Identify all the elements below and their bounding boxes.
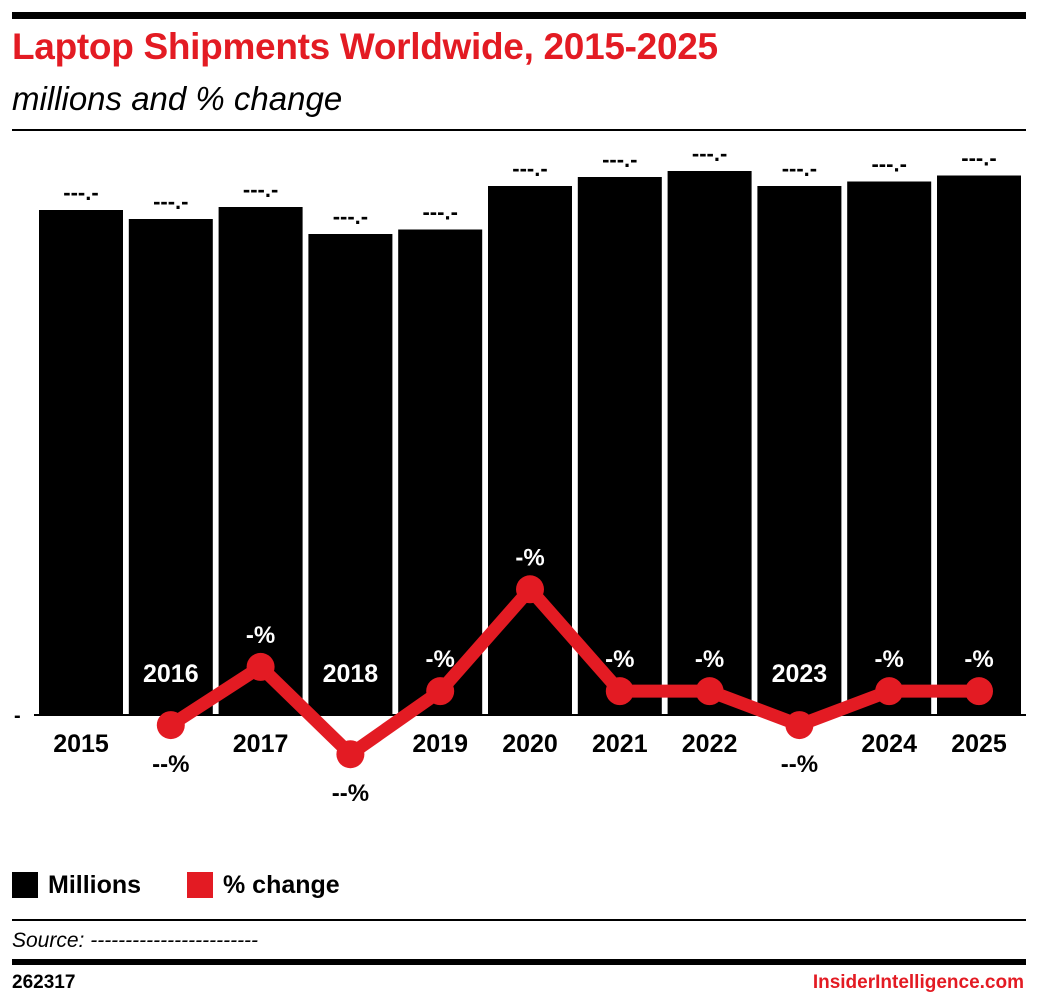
percent-change-label-2023: --% bbox=[781, 751, 818, 778]
bar-2016 bbox=[128, 219, 213, 714]
bar-2020 bbox=[488, 186, 572, 714]
legend-swatch-percent-change bbox=[187, 872, 213, 898]
bar-2019 bbox=[398, 229, 483, 714]
x-axis-label-2024: 2024 bbox=[861, 730, 917, 758]
bars-layer bbox=[39, 171, 1021, 714]
axis-layer: - 2015 2016 2017 2018 2019 2020 2021 2022 2023 202… bbox=[14, 660, 1026, 758]
percent-change-line bbox=[164, 582, 986, 761]
bar-2022 bbox=[667, 171, 752, 714]
bar-2021 bbox=[577, 177, 662, 714]
bar-value-label-2022: ---.- bbox=[692, 141, 727, 166]
percent-change-label-2016: --% bbox=[152, 751, 189, 778]
bar-2023 bbox=[757, 186, 842, 714]
percent-change-point-2016 bbox=[156, 711, 185, 740]
bar-2025 bbox=[937, 175, 1021, 714]
brand-link[interactable]: InsiderIntelligence.com bbox=[812, 972, 1024, 993]
x-axis-label-2019: 2019 bbox=[412, 730, 468, 758]
percent-change-point-2024 bbox=[875, 677, 904, 706]
percent-change-label-2019: -% bbox=[426, 646, 455, 673]
percent-change-point-2021 bbox=[605, 677, 634, 706]
percent-change-label-2020: -% bbox=[515, 544, 544, 571]
percent-change-point-2023 bbox=[785, 711, 814, 740]
x-axis-label-2022: 2022 bbox=[682, 730, 738, 758]
bar-value-label-2020: ---.- bbox=[512, 156, 547, 181]
bar-value-label-2018: ---.- bbox=[333, 204, 368, 229]
source-note: Source: ------------------------ bbox=[12, 929, 259, 952]
line-layer bbox=[156, 575, 993, 769]
bar-value-label-2023: ---.- bbox=[782, 156, 817, 181]
percent-change-label-2025: -% bbox=[964, 646, 993, 673]
chart-id: 262317 bbox=[12, 972, 76, 993]
bar-value-label-2025: ---.- bbox=[961, 146, 996, 171]
chart-title: Laptop Shipments Worldwide, 2015-2025 bbox=[12, 26, 718, 67]
legend-label-percent-change: % change bbox=[223, 870, 340, 899]
percent-change-label-2022: -% bbox=[695, 646, 724, 673]
percent-change-point-2025 bbox=[965, 677, 993, 706]
bar-value-label-2016: ---.- bbox=[153, 189, 188, 214]
percent-change-label-2017: -% bbox=[246, 622, 275, 649]
bar-value-label-2017: ---.- bbox=[243, 177, 278, 202]
bar-value-label-2019: ---.- bbox=[422, 200, 457, 225]
percent-change-label-2021: -% bbox=[605, 646, 634, 673]
percent-change-point-2019 bbox=[426, 677, 455, 706]
percent-change-point-2017 bbox=[246, 652, 275, 681]
bar-2017 bbox=[218, 207, 303, 714]
x-axis-label-2017: 2017 bbox=[233, 730, 289, 758]
legend-item-percent-change: % change bbox=[187, 868, 340, 902]
legend-item-millions: Millions bbox=[12, 868, 141, 902]
percent-change-point-2018 bbox=[336, 740, 365, 769]
x-axis-label-2020: 2020 bbox=[502, 730, 558, 758]
bar-2024 bbox=[847, 181, 932, 714]
top-rule bbox=[12, 12, 1026, 19]
x-axis-label-2021: 2021 bbox=[592, 730, 648, 758]
combo-chart: - 2015 2016 2017 2018 2019 2020 2021 2022 2023 202… bbox=[14, 141, 1026, 807]
footer-rule bbox=[12, 959, 1026, 965]
bar-2015 bbox=[39, 210, 123, 714]
legend-swatch-millions bbox=[12, 872, 38, 898]
labels-layer: ---.- ---.- ---.- ---.- ---.- ---.- ---.- ---.-… bbox=[63, 141, 996, 807]
percent-change-point-2020 bbox=[516, 575, 544, 604]
legend-label-millions: Millions bbox=[48, 870, 142, 899]
x-axis-label-2025: 2025 bbox=[951, 730, 1007, 758]
bar-value-label-2021: ---.- bbox=[602, 147, 637, 172]
bar-value-label-2024: ---.- bbox=[871, 152, 906, 177]
header-rule bbox=[12, 129, 1026, 131]
x-axis-label-2016: 2016 bbox=[143, 660, 199, 688]
bar-2018 bbox=[308, 234, 393, 714]
x-axis-label-2018: 2018 bbox=[323, 660, 379, 688]
source-rule bbox=[12, 919, 1026, 921]
percent-change-point-2022 bbox=[695, 677, 724, 706]
chart-subtitle: millions and % change bbox=[12, 80, 343, 117]
x-axis-label-2015: 2015 bbox=[53, 730, 109, 758]
percent-change-label-2024: -% bbox=[875, 646, 904, 673]
bar-value-label-2015: ---.- bbox=[63, 180, 98, 205]
percent-change-label-2018: --% bbox=[332, 780, 369, 807]
y-axis-tick-label: - bbox=[14, 705, 21, 727]
x-axis-label-2023: 2023 bbox=[772, 660, 828, 688]
